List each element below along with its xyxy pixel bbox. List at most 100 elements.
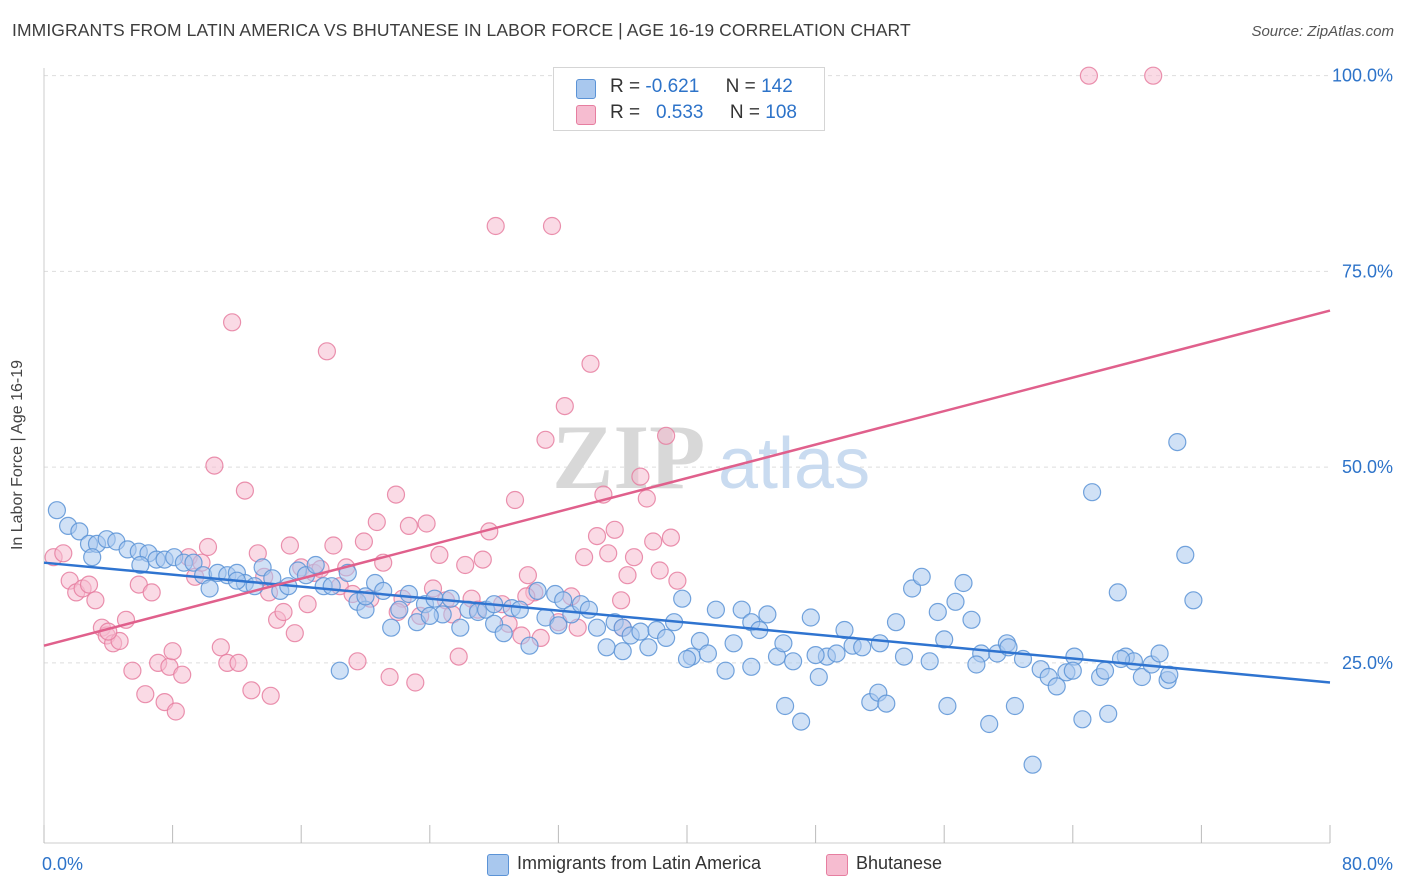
- bhutanese-point: [1079, 66, 1099, 85]
- bhutanese-point: [605, 520, 624, 539]
- bhutanese-point: [380, 667, 399, 687]
- latin-america-point: [946, 592, 965, 611]
- bhutanese-point: [54, 544, 73, 563]
- legend-n-value-pink: 108: [765, 102, 797, 123]
- latin-america-point: [83, 548, 102, 567]
- latin-america-point: [928, 602, 947, 622]
- bhutanese-point: [574, 548, 594, 567]
- latin-america-point: [441, 589, 460, 608]
- bhutanese-point: [235, 481, 254, 500]
- legend-r-label: R =: [610, 76, 641, 97]
- bhutanese-point: [173, 665, 192, 684]
- bhutanese-point: [285, 624, 304, 643]
- chart-title: IMMIGRANTS FROM LATIN AMERICA VS BHUTANE…: [12, 20, 911, 40]
- latin-america-point: [656, 628, 676, 648]
- latin-america-point: [356, 587, 375, 606]
- bhutanese-point: [317, 342, 336, 361]
- bhutanese-point: [624, 548, 644, 567]
- bhutanese-point: [581, 354, 600, 373]
- source-label: Source: ZipAtlas.com: [1251, 23, 1394, 40]
- latin-america-point: [894, 647, 914, 666]
- bhutanese-point: [79, 575, 99, 594]
- axis-layer: [43, 68, 1331, 844]
- bhutanese-point: [354, 532, 373, 551]
- bhutanese-point: [542, 216, 562, 236]
- latin-america-point: [967, 655, 986, 674]
- latin-america-point: [613, 642, 632, 661]
- latin-america-point: [774, 634, 793, 653]
- x-tick-label-end: 80.0%: [1342, 854, 1393, 874]
- latin-america-point: [390, 600, 409, 619]
- latin-america-point: [1023, 755, 1042, 774]
- latin-america-point: [1095, 661, 1115, 680]
- latin-america-point: [1150, 644, 1169, 663]
- latin-america-point: [1063, 661, 1082, 680]
- latin-america-point: [938, 696, 957, 716]
- latin-america-point: [801, 608, 820, 627]
- bhutanese-point: [406, 673, 425, 692]
- y-tick-label: 50.0%: [1342, 457, 1393, 477]
- latin-america-point: [809, 667, 828, 687]
- latin-america-point: [200, 579, 219, 598]
- legend-swatch-blue: [576, 79, 596, 99]
- latin-america-point: [330, 661, 349, 680]
- bottom-legend-swatch-pink: [826, 854, 848, 876]
- bhutanese-point: [656, 426, 676, 445]
- bhutanese-trend-line: [43, 309, 1331, 647]
- legend-n-label: N =: [725, 76, 756, 97]
- latin-america-point: [1168, 433, 1187, 452]
- latin-america-point: [980, 714, 999, 734]
- bhutanese-point: [86, 591, 105, 610]
- bhutanese-point: [449, 647, 468, 666]
- bhutanese-point: [599, 544, 618, 563]
- y-axis-label: In Labor Force | Age 16-19: [9, 359, 26, 551]
- tick-labels: 25.0% 50.0% 75.0% 100.0% 0.0% 80.0%: [42, 66, 1393, 874]
- bhutanese-point: [430, 545, 449, 565]
- bhutanese-point: [242, 681, 261, 700]
- latin-america-point: [920, 652, 939, 671]
- bhutanese-point: [473, 550, 492, 569]
- watermark-zip: ZIP: [552, 406, 705, 508]
- bottom-legend-label-blue: Immigrants from Latin America: [517, 853, 762, 873]
- latin-america-point: [1082, 483, 1102, 502]
- latin-america-trend-line: [43, 561, 1331, 684]
- latin-america-point: [322, 577, 341, 596]
- bhutanese-point: [417, 514, 436, 533]
- bhutanese-point: [587, 526, 607, 546]
- latin-america-point: [783, 652, 803, 671]
- latin-america-point: [399, 584, 418, 604]
- latin-america-point: [1111, 649, 1131, 669]
- bhutanese-point: [136, 685, 155, 704]
- latin-america-point: [886, 613, 906, 632]
- bhutanese-point: [661, 528, 681, 547]
- latin-america-point: [775, 696, 795, 716]
- latin-america-point: [639, 638, 658, 657]
- latin-america-point: [935, 630, 954, 649]
- latin-america-point: [962, 610, 981, 629]
- bhutanese-point: [223, 313, 242, 332]
- legend-r-value-blue: -0.621: [645, 76, 700, 97]
- bhutanese-point: [166, 702, 185, 721]
- bhutanese-point: [298, 595, 317, 614]
- bottom-legend-label-pink: Bhutanese: [856, 853, 943, 873]
- latin-america-point: [673, 589, 692, 608]
- bhutanese-point: [386, 485, 406, 504]
- legend-n-value-blue: 142: [761, 76, 793, 97]
- bhutanese-point: [618, 566, 637, 585]
- legend-r-value-pink: 0.533: [655, 102, 704, 123]
- bhutanese-point: [123, 661, 142, 680]
- latin-america-point: [1160, 665, 1179, 684]
- bhutanese-point: [611, 591, 631, 610]
- correlation-legend: R = -0.621 N = 142 R = 0.533 N = 108: [553, 67, 825, 131]
- latin-america-point: [677, 649, 697, 669]
- latin-america-point: [494, 624, 513, 643]
- legend-r-label: R =: [610, 102, 641, 123]
- latin-america-point: [1108, 583, 1127, 602]
- bhutanese-point: [163, 642, 182, 661]
- latin-america-point: [806, 645, 825, 665]
- bhutanese-point: [142, 583, 161, 602]
- bhutanese-point: [324, 536, 343, 555]
- bhutanese-point: [518, 566, 538, 585]
- bhutanese-point: [348, 652, 367, 671]
- latin-america-point: [954, 573, 973, 593]
